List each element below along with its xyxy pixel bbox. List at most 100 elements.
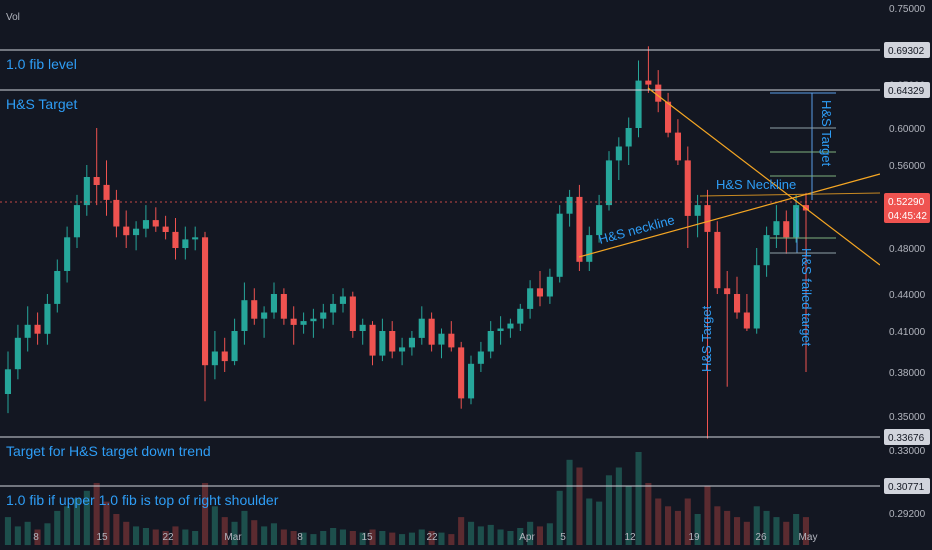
candle [54,259,61,313]
tag-text: 0.30771 [888,482,925,493]
candle [783,210,790,254]
candle-body [763,235,770,266]
candle [635,60,642,138]
tag-box [884,193,930,223]
candle-body [369,324,376,356]
candle-body [162,226,169,232]
candle-body [399,347,406,352]
candle [349,291,356,338]
candle-body [674,132,681,161]
candle [73,194,80,248]
candle [704,189,711,439]
candle-body [448,333,455,348]
candle-body [507,323,514,329]
volume-bar [162,531,169,545]
candle-body [724,288,731,295]
candle-body [133,228,140,236]
volume-bar [192,531,199,545]
candle [546,268,553,304]
candle-body [665,101,672,133]
candle [172,218,179,260]
candle [182,226,189,260]
candle [674,119,681,165]
horizontal-levels [0,49,880,487]
candle [162,215,169,240]
y-tick-label: 0.29200 [889,509,926,520]
neckline-trendline[interactable] [578,173,881,258]
candle [192,226,199,251]
volume-bar [743,521,750,546]
y-tick-label: 0.60000 [889,124,926,135]
candle [487,321,494,359]
candle-body [103,184,110,200]
candle [438,328,445,359]
volume-bar [438,532,445,545]
neckline-horizontal [699,192,881,197]
x-tick-label: 22 [426,532,438,543]
candle [320,303,327,329]
candle [507,318,514,338]
candle [133,221,140,251]
volume-bar [123,521,130,546]
candle-body [261,312,268,319]
x-tick-label: 8 [33,532,39,543]
candle [399,337,406,366]
candle [625,117,632,165]
candle [142,205,149,238]
volume-bar [270,523,277,545]
volume-bar [694,514,701,545]
volume-bar [793,514,800,545]
price-tags: 0.69302 0.64329 0.33676 0.30771 0.52290 04:45… [884,42,930,494]
x-tick-label: 12 [624,532,636,543]
candle-body [714,231,721,289]
volume-bar [586,498,593,545]
volume-bar [34,529,41,545]
candle-body [359,324,366,331]
volume-bar [704,486,711,545]
y-tick-label: 0.48000 [889,244,926,255]
volume-bar [458,517,465,545]
candle-body [743,312,750,329]
candle [369,321,376,366]
candle [566,189,573,227]
x-tick-label: 26 [755,532,767,543]
volume-bar [684,498,691,545]
candle-body [4,369,11,394]
candle [753,248,760,334]
candle-body [655,84,662,102]
candle-body [231,331,238,362]
drawn-lines [578,87,881,266]
volume-bar [468,521,475,546]
volume-bar [536,526,543,545]
volume-bar [133,526,140,545]
candle-body [517,308,524,324]
level-price-tag: 0.33676 [884,429,930,445]
candle-body [83,177,90,206]
volume-bar [339,529,346,545]
x-axis-ticks: 8 15 22 Mar 8 15 22 Apr 5 12 19 26 May [33,532,817,543]
candle-body [497,328,504,331]
volume-bar [674,510,681,545]
volume-bar [477,526,484,545]
volume-bar [487,524,494,546]
candle-body [418,318,425,338]
candle-body [34,324,41,334]
x-tick-label: Mar [224,532,242,543]
candle [4,351,11,414]
candle-body [123,226,130,236]
x-tick-label: 22 [162,532,174,543]
downtrend-line[interactable] [647,87,881,266]
volume-bar [399,534,406,545]
candle [221,337,228,372]
volume-bar [280,529,287,545]
candle [448,321,455,352]
volume-bar [645,483,652,545]
volume-bar [152,529,159,545]
volume-bar [113,514,120,545]
candle [261,306,268,338]
volume-bar [73,498,80,545]
candle-body [290,318,297,325]
tag-text: 0.33676 [888,433,925,444]
